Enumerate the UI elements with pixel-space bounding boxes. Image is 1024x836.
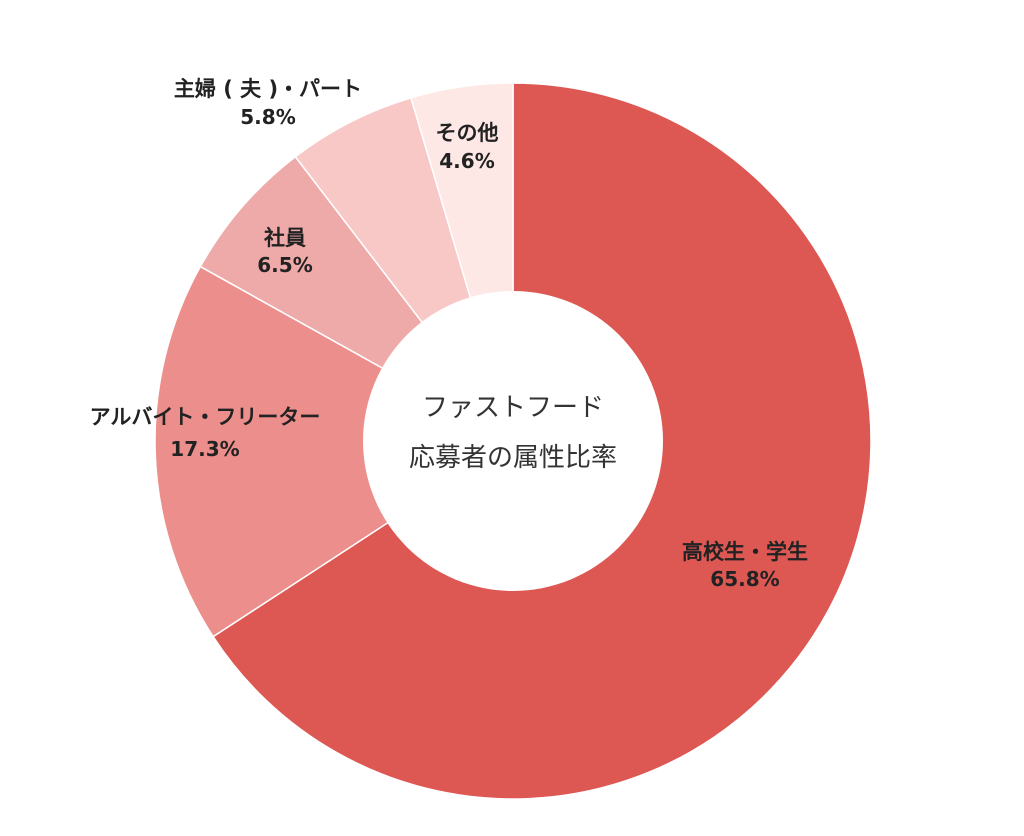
slice-value-parttime: 17.3% <box>170 437 239 461</box>
labels-group: 高校生・学生 65.8% アルバイト・フリーター 17.3% 社員 6.5% 主… <box>90 77 808 591</box>
donut-hole <box>363 291 663 591</box>
slice-label-other: その他 <box>436 121 499 145</box>
chart-subtitle: 応募者の属性比率 <box>409 443 617 473</box>
slice-label-parttime: アルバイト・フリーター <box>90 405 321 429</box>
slice-value-other: 4.6% <box>439 149 494 173</box>
slice-label-students: 高校生・学生 <box>682 540 808 564</box>
slice-parttime <box>154 265 515 638</box>
chart-title: ファストフード <box>422 393 604 423</box>
slice-value-students: 65.8% <box>710 567 779 591</box>
slice-label-employee: 社員 <box>263 226 306 250</box>
slice-value-employee: 6.5% <box>257 253 312 277</box>
slice-label-homemaker: 主婦 ( 夫 )・パート <box>174 77 362 101</box>
slice-value-homemaker: 5.8% <box>240 105 295 129</box>
